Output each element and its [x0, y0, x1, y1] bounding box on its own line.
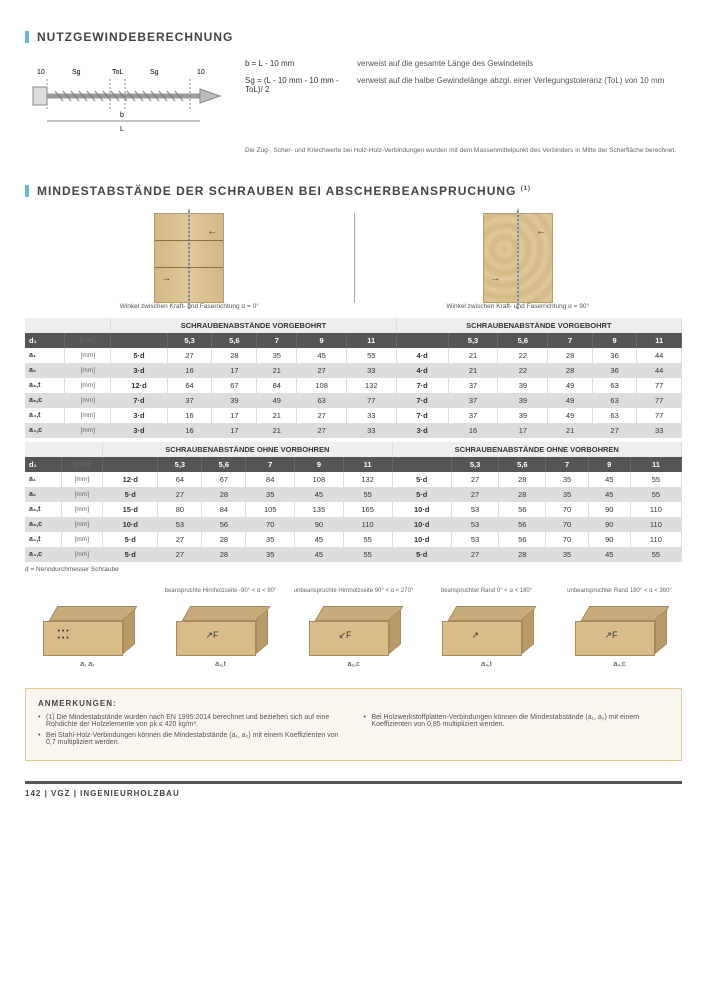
diagram-col: beanspruchte Hirnholzseite -90° < α < 90…: [158, 588, 283, 668]
diagram-col: unbeanspruchte Hirnholzseite 90° < α < 2…: [291, 588, 416, 668]
remarks-title: ANMERKUNGEN:: [38, 699, 669, 708]
svg-text:ToL: ToL: [112, 69, 123, 76]
formulas: b = L - 10 mm verweist auf die gesamte L…: [245, 59, 682, 139]
accent-bar: [25, 31, 29, 43]
diagram-col: beanspruchter Rand 0° < α < 180° ↗ a₄,t: [424, 588, 549, 668]
table-row: a₃,t[mm]15·d808410513516510·d53567090110: [25, 502, 682, 517]
diagram-col: • • •• • • a₁ a₂: [25, 588, 150, 668]
accent-bar: [25, 185, 29, 197]
section-nutzgewinde: NUTZGEWINDEBERECHNUNG: [25, 30, 682, 154]
page-footer: 142 | VGZ | INGENIEURHOLZBAU: [25, 781, 682, 798]
svg-text:L: L: [120, 126, 124, 133]
table-row: a₄,c[mm]3·d16172127333·d1617212733: [25, 423, 682, 438]
svg-text:10: 10: [37, 69, 45, 76]
diagram-col: unbeanspruchter Rand 180° < α < 360° ↗F …: [557, 588, 682, 668]
formula1-symbol: b = L - 10 mm: [245, 59, 345, 68]
remarks-left: (1) Die Mindestabstände wurden nach EN 1…: [38, 714, 344, 750]
table-row: a₁[mm]12·d6467841081325·d2728354555: [25, 472, 682, 487]
table-row: a₃,t[mm]12·d6467841081327·d3739496377: [25, 378, 682, 393]
svg-text:Sg: Sg: [72, 69, 81, 76]
table-row: a₄,t[mm]5·d272835455510·d53567090110: [25, 532, 682, 547]
table-row: a₂[mm]5·d27283545555·d2728354555: [25, 487, 682, 502]
remarks-box: ANMERKUNGEN: (1) Die Mindestabstände wur…: [25, 688, 682, 761]
table-row: a₃,c[mm]7·d37394963777·d3739496377: [25, 393, 682, 408]
remark-item: Bei Stahl-Holz-Verbindungen können die M…: [38, 732, 344, 746]
spacing-diagrams: • • •• • • a₁ a₂ beanspruchte Hirnholzse…: [25, 588, 682, 668]
table-row: a₃,c[mm]10·d5356709011010·d53567090110: [25, 517, 682, 532]
table-header-row: d₁[mm] 5,35,67911 5,35,67911: [25, 457, 682, 472]
table-vorgebohrt: SCHRAUBENABSTÄNDE VORGEBOHRT SCHRAUBENAB…: [25, 318, 682, 438]
table-header-row: d₁[mm] 5,35,67911 5,35,67911: [25, 333, 682, 348]
table-ohne-vorbohren: SCHRAUBENABSTÄNDE OHNE VORBOHREN SCHRAUB…: [25, 442, 682, 562]
section2-title: MINDESTABSTÄNDE DER SCHRAUBEN BEI ABSCHE…: [25, 184, 682, 198]
section2-heading: MINDESTABSTÄNDE DER SCHRAUBEN BEI ABSCHE…: [37, 184, 531, 198]
formula1-desc: verweist auf die gesamte Länge des Gewin…: [357, 59, 682, 68]
section1-heading: NUTZGEWINDEBERECHNUNG: [37, 30, 233, 44]
formula2-desc: verweist auf die halbe Gewindelänge abzg…: [357, 76, 682, 94]
svg-text:10: 10: [197, 69, 205, 76]
screw-diagram: 10 Sg ToL Sg 10 b L: [25, 59, 225, 139]
remark-item: Bei Holzwerkstoffplatten-Verbindungen kö…: [364, 714, 670, 728]
remarks-right: Bei Holzwerkstoffplatten-Verbindungen kö…: [364, 714, 670, 750]
remark-item: (1) Die Mindestabstände wurden nach EN 1…: [38, 714, 344, 728]
section1-footnote: Die Zug-, Scher- und Kriechwerte bei Hol…: [245, 147, 682, 154]
table-row: a₂[mm]3·d16172127334·d2122283644: [25, 363, 682, 378]
svg-text:b: b: [120, 112, 124, 119]
table-row: a₄,t[mm]3·d16172127337·d3739496377: [25, 408, 682, 423]
table-row: a₄,c[mm]5·d27283545555·d2728354555: [25, 547, 682, 562]
formula2-symbol: Sg = (L - 10 mm - 10 mm - ToL)/ 2: [245, 76, 345, 94]
wood-diagram-0deg: ← →: [154, 213, 224, 303]
section1-title: NUTZGEWINDEBERECHNUNG: [25, 30, 682, 44]
table-row: a₁[mm]5·d27283545554·d2122283644: [25, 348, 682, 363]
wood-diagram-90deg: ← →: [483, 213, 553, 303]
svg-text:Sg: Sg: [150, 69, 159, 76]
section-mindestabstaende: MINDESTABSTÄNDE DER SCHRAUBEN BEI ABSCHE…: [25, 184, 682, 761]
table-footnote: d = Nenndurchmesser Schraube: [25, 566, 682, 573]
